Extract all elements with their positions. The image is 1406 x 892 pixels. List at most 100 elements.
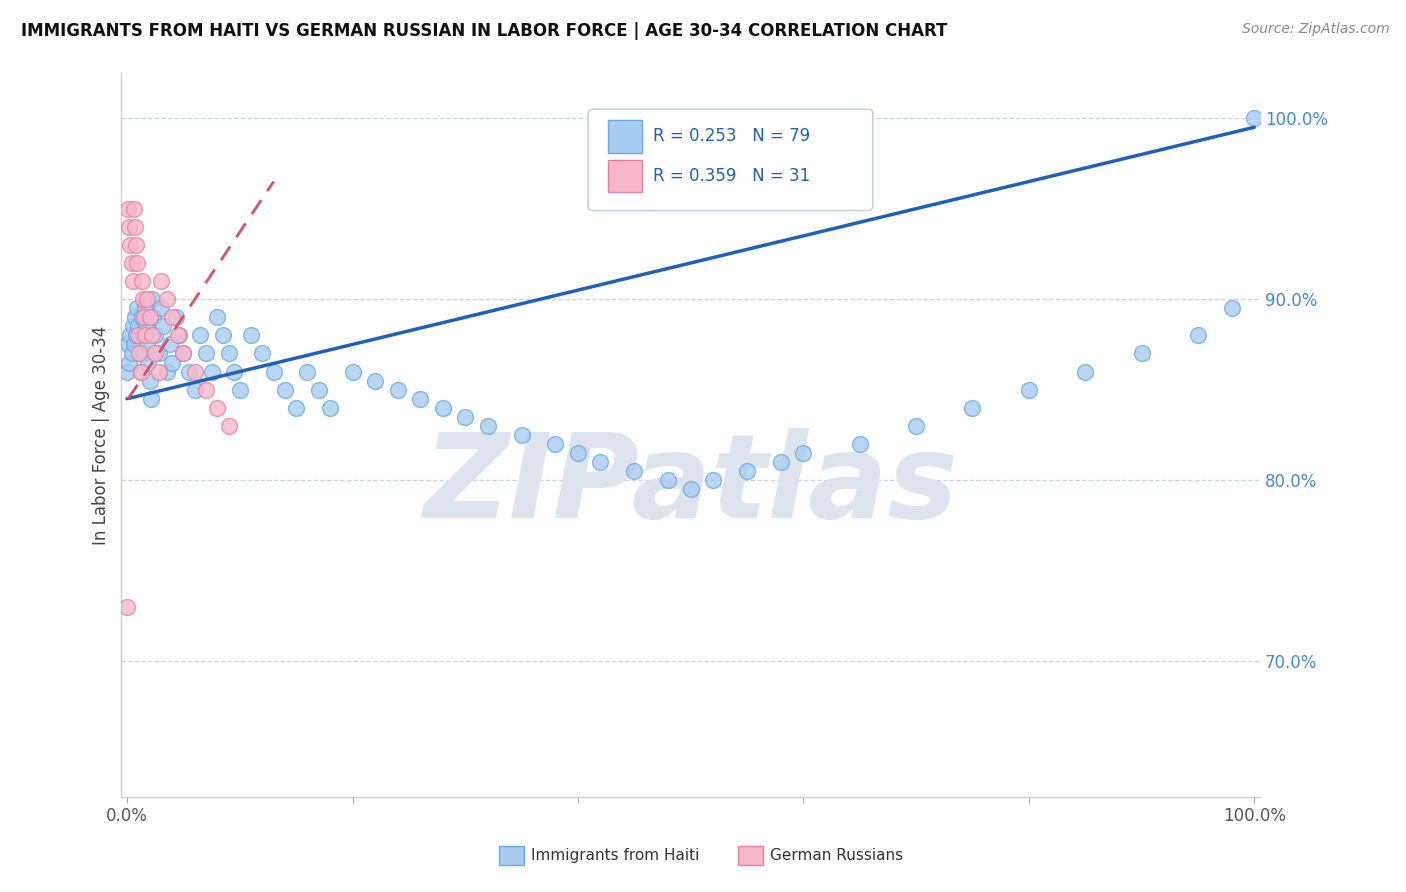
Point [127, 328, 149, 343]
Point [121, 274, 143, 288]
Point [138, 310, 160, 325]
Point [177, 365, 200, 379]
Point [510, 428, 533, 442]
Text: ZIPatlas: ZIPatlas [423, 428, 957, 543]
Point [127, 301, 149, 316]
Point [118, 219, 141, 234]
Point [160, 355, 183, 369]
Point [120, 328, 142, 343]
Point [194, 383, 217, 397]
Point [115, 599, 138, 614]
Point [1243, 112, 1265, 126]
Point [212, 328, 235, 343]
Point [155, 365, 177, 379]
Point [143, 346, 166, 360]
Point [142, 310, 165, 325]
Point [167, 328, 190, 343]
Point [148, 346, 170, 360]
Point [769, 455, 792, 469]
Point [160, 310, 183, 325]
Point [125, 238, 148, 252]
Point [128, 346, 150, 360]
Point [1074, 365, 1097, 379]
Point [240, 328, 263, 343]
Text: R = 0.359   N = 31: R = 0.359 N = 31 [652, 167, 810, 185]
Point [166, 328, 188, 343]
Point [229, 383, 252, 397]
Point [297, 365, 319, 379]
Point [905, 418, 928, 433]
Point [1220, 301, 1243, 316]
Point [149, 274, 172, 288]
Point [125, 328, 148, 343]
Point [308, 383, 330, 397]
Point [155, 292, 177, 306]
Point [454, 409, 477, 424]
Point [138, 355, 160, 369]
Point [148, 365, 170, 379]
Point [342, 365, 364, 379]
Point [218, 346, 240, 360]
Point [138, 374, 160, 388]
Point [122, 337, 145, 351]
Point [149, 301, 172, 316]
Point [132, 346, 155, 360]
Point [567, 446, 589, 460]
Point [143, 328, 166, 343]
Point [183, 365, 205, 379]
Point [207, 401, 229, 415]
Point [387, 383, 409, 397]
Point [285, 401, 308, 415]
Point [1187, 328, 1209, 343]
Point [118, 355, 141, 369]
Point [141, 292, 163, 306]
Point [132, 292, 155, 306]
Point [702, 473, 724, 487]
Point [115, 365, 138, 379]
Point [735, 464, 758, 478]
Point [117, 337, 139, 351]
Point [679, 482, 702, 496]
Point [124, 219, 146, 234]
Point [194, 346, 217, 360]
Point [432, 401, 454, 415]
Point [136, 337, 159, 351]
Point [127, 256, 149, 270]
Point [139, 392, 162, 406]
Point [159, 337, 181, 351]
Point [274, 383, 297, 397]
Point [141, 328, 163, 343]
Point [134, 328, 156, 343]
Point [127, 319, 149, 334]
Point [1018, 383, 1040, 397]
Point [120, 238, 142, 252]
Point [218, 418, 240, 433]
Point [589, 455, 612, 469]
Point [477, 418, 499, 433]
Point [121, 256, 143, 270]
Point [201, 365, 224, 379]
Point [188, 328, 211, 343]
Point [207, 310, 229, 325]
Point [165, 310, 187, 325]
Point [792, 446, 814, 460]
Point [121, 319, 143, 334]
Point [117, 202, 139, 216]
Point [263, 365, 285, 379]
Bar [607, 160, 641, 193]
FancyBboxPatch shape [588, 109, 873, 211]
Point [544, 437, 567, 451]
Text: German Russians: German Russians [770, 848, 904, 863]
Point [132, 328, 155, 343]
Point [129, 365, 152, 379]
Point [152, 319, 174, 334]
Point [172, 346, 194, 360]
Point [364, 374, 387, 388]
Point [134, 301, 156, 316]
Point [183, 383, 205, 397]
Point [409, 392, 432, 406]
Point [224, 365, 246, 379]
Point [657, 473, 679, 487]
Y-axis label: In Labor Force | Age 30-34: In Labor Force | Age 30-34 [93, 326, 110, 544]
Text: IMMIGRANTS FROM HAITI VS GERMAN RUSSIAN IN LABOR FORCE | AGE 30-34 CORRELATION C: IMMIGRANTS FROM HAITI VS GERMAN RUSSIAN … [21, 22, 948, 40]
